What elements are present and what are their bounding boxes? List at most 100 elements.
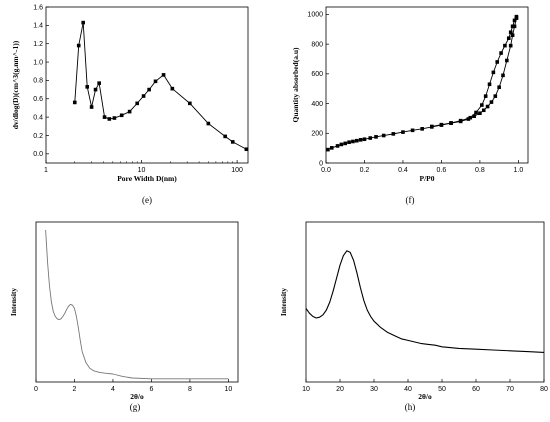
x-tick-label: 0 xyxy=(34,386,38,393)
data-point xyxy=(335,144,340,148)
data-point xyxy=(329,146,334,150)
x-tick-label: 0.6 xyxy=(437,167,447,174)
x-tick-label: 10 xyxy=(224,386,232,393)
data-point xyxy=(354,138,359,143)
plot-frame xyxy=(45,6,249,164)
y-axis-label: dv/dlog(D)(cm^3(g.nm^-1)) xyxy=(11,40,20,129)
panel-caption: (e) xyxy=(142,195,152,205)
data-point xyxy=(102,115,107,119)
chart-panel-e: 1 10 100 0.0 0.2 0.4 0.6 0.8 1.0 1.2 1.4 1.6 Pore Wi… xyxy=(11,4,249,205)
chart-panel-h: 10 20 30 40 50 60 70 80 2θ/o Intensity (h) xyxy=(279,221,548,412)
data-point xyxy=(508,43,513,48)
data-point xyxy=(495,60,500,64)
x-tick-label: 20 xyxy=(336,386,344,393)
data-point xyxy=(97,81,101,85)
x-axis-label: P/P0 xyxy=(420,174,435,183)
x-tick-label: 1 xyxy=(44,167,48,174)
x-tick-label: 50 xyxy=(438,386,446,393)
y-axis-label: Intensity xyxy=(9,288,18,317)
series-line xyxy=(74,22,247,150)
data-point xyxy=(170,86,175,91)
x-tick-label: 2 xyxy=(73,386,77,393)
data-point xyxy=(410,128,415,133)
data-point xyxy=(351,139,355,144)
x-tick-label: 10 xyxy=(138,167,146,174)
y-tick-label: 200 xyxy=(311,131,323,138)
data-point xyxy=(343,141,348,146)
data-point xyxy=(510,24,515,29)
panel-caption: (h) xyxy=(405,402,416,412)
data-point xyxy=(206,121,211,126)
data-point xyxy=(489,100,494,104)
y-tick-label: 0.8 xyxy=(33,78,43,85)
data-point xyxy=(485,104,490,109)
x-tick-label: 0.8 xyxy=(475,167,485,174)
data-point xyxy=(244,147,249,152)
data-point xyxy=(230,140,235,144)
data-point xyxy=(497,85,501,90)
data-point xyxy=(468,115,473,120)
y-tick-label: 0.6 xyxy=(33,96,43,103)
data-point xyxy=(391,132,396,136)
data-point xyxy=(493,94,498,98)
data-point xyxy=(499,51,503,55)
data-point xyxy=(480,103,484,107)
data-point xyxy=(72,100,77,105)
y-tick-label: 0.0 xyxy=(33,151,43,158)
y-axis-label: Intensity xyxy=(279,288,288,317)
y-tick-label: 600 xyxy=(311,71,323,78)
data-point xyxy=(374,135,378,139)
x-tick-label: 100 xyxy=(231,167,243,174)
data-point xyxy=(401,130,405,134)
data-point xyxy=(505,58,509,63)
y-tick-label: 400 xyxy=(311,101,323,108)
data-point xyxy=(474,110,478,115)
x-axis-label: 2θ/o xyxy=(130,392,144,401)
x-tick-label: 80 xyxy=(540,386,548,393)
data-point xyxy=(368,136,373,140)
x-tick-label: 4 xyxy=(111,386,115,393)
data-point xyxy=(141,94,146,98)
x-axis-label: Pore Width D(nm) xyxy=(117,174,177,183)
data-point xyxy=(472,114,476,118)
data-point xyxy=(127,109,132,114)
data-point xyxy=(347,140,351,144)
data-point xyxy=(107,117,112,121)
plot-frame xyxy=(35,221,239,383)
data-point xyxy=(147,87,151,92)
x-tick-label: 30 xyxy=(370,386,378,393)
data-point xyxy=(381,133,386,138)
x-tick-label: 40 xyxy=(404,386,412,393)
panel-caption: (g) xyxy=(130,402,141,412)
series-line xyxy=(305,250,545,353)
x-tick-label: 0.0 xyxy=(321,167,331,174)
x-tick-label: 60 xyxy=(472,386,480,393)
data-point xyxy=(481,108,486,113)
x-axis-label: 2θ/o xyxy=(418,392,432,401)
x-tick-label: 70 xyxy=(506,386,514,393)
x-tick-label: 0.2 xyxy=(360,167,370,174)
panel-caption: (f) xyxy=(406,195,415,205)
data-point xyxy=(483,94,488,98)
data-point xyxy=(430,124,434,129)
y-tick-label: 800 xyxy=(311,41,323,48)
data-point xyxy=(512,18,517,23)
data-point xyxy=(487,82,492,87)
y-tick-label: 0.4 xyxy=(33,114,43,121)
data-point xyxy=(119,113,124,118)
data-point xyxy=(326,147,330,152)
x-tick-label: 1.0 xyxy=(514,167,524,174)
data-point xyxy=(508,30,513,35)
data-point xyxy=(510,33,515,38)
data-point xyxy=(514,14,519,19)
data-point xyxy=(161,73,166,77)
data-point xyxy=(93,87,98,92)
data-point xyxy=(449,121,453,125)
data-point xyxy=(439,122,444,127)
series-line xyxy=(45,229,229,380)
y-tick-label: 1.6 xyxy=(33,4,43,11)
y-tick-label: 1.2 xyxy=(33,41,43,48)
x-tick-label: 0.4 xyxy=(398,167,408,174)
data-point xyxy=(506,36,511,40)
